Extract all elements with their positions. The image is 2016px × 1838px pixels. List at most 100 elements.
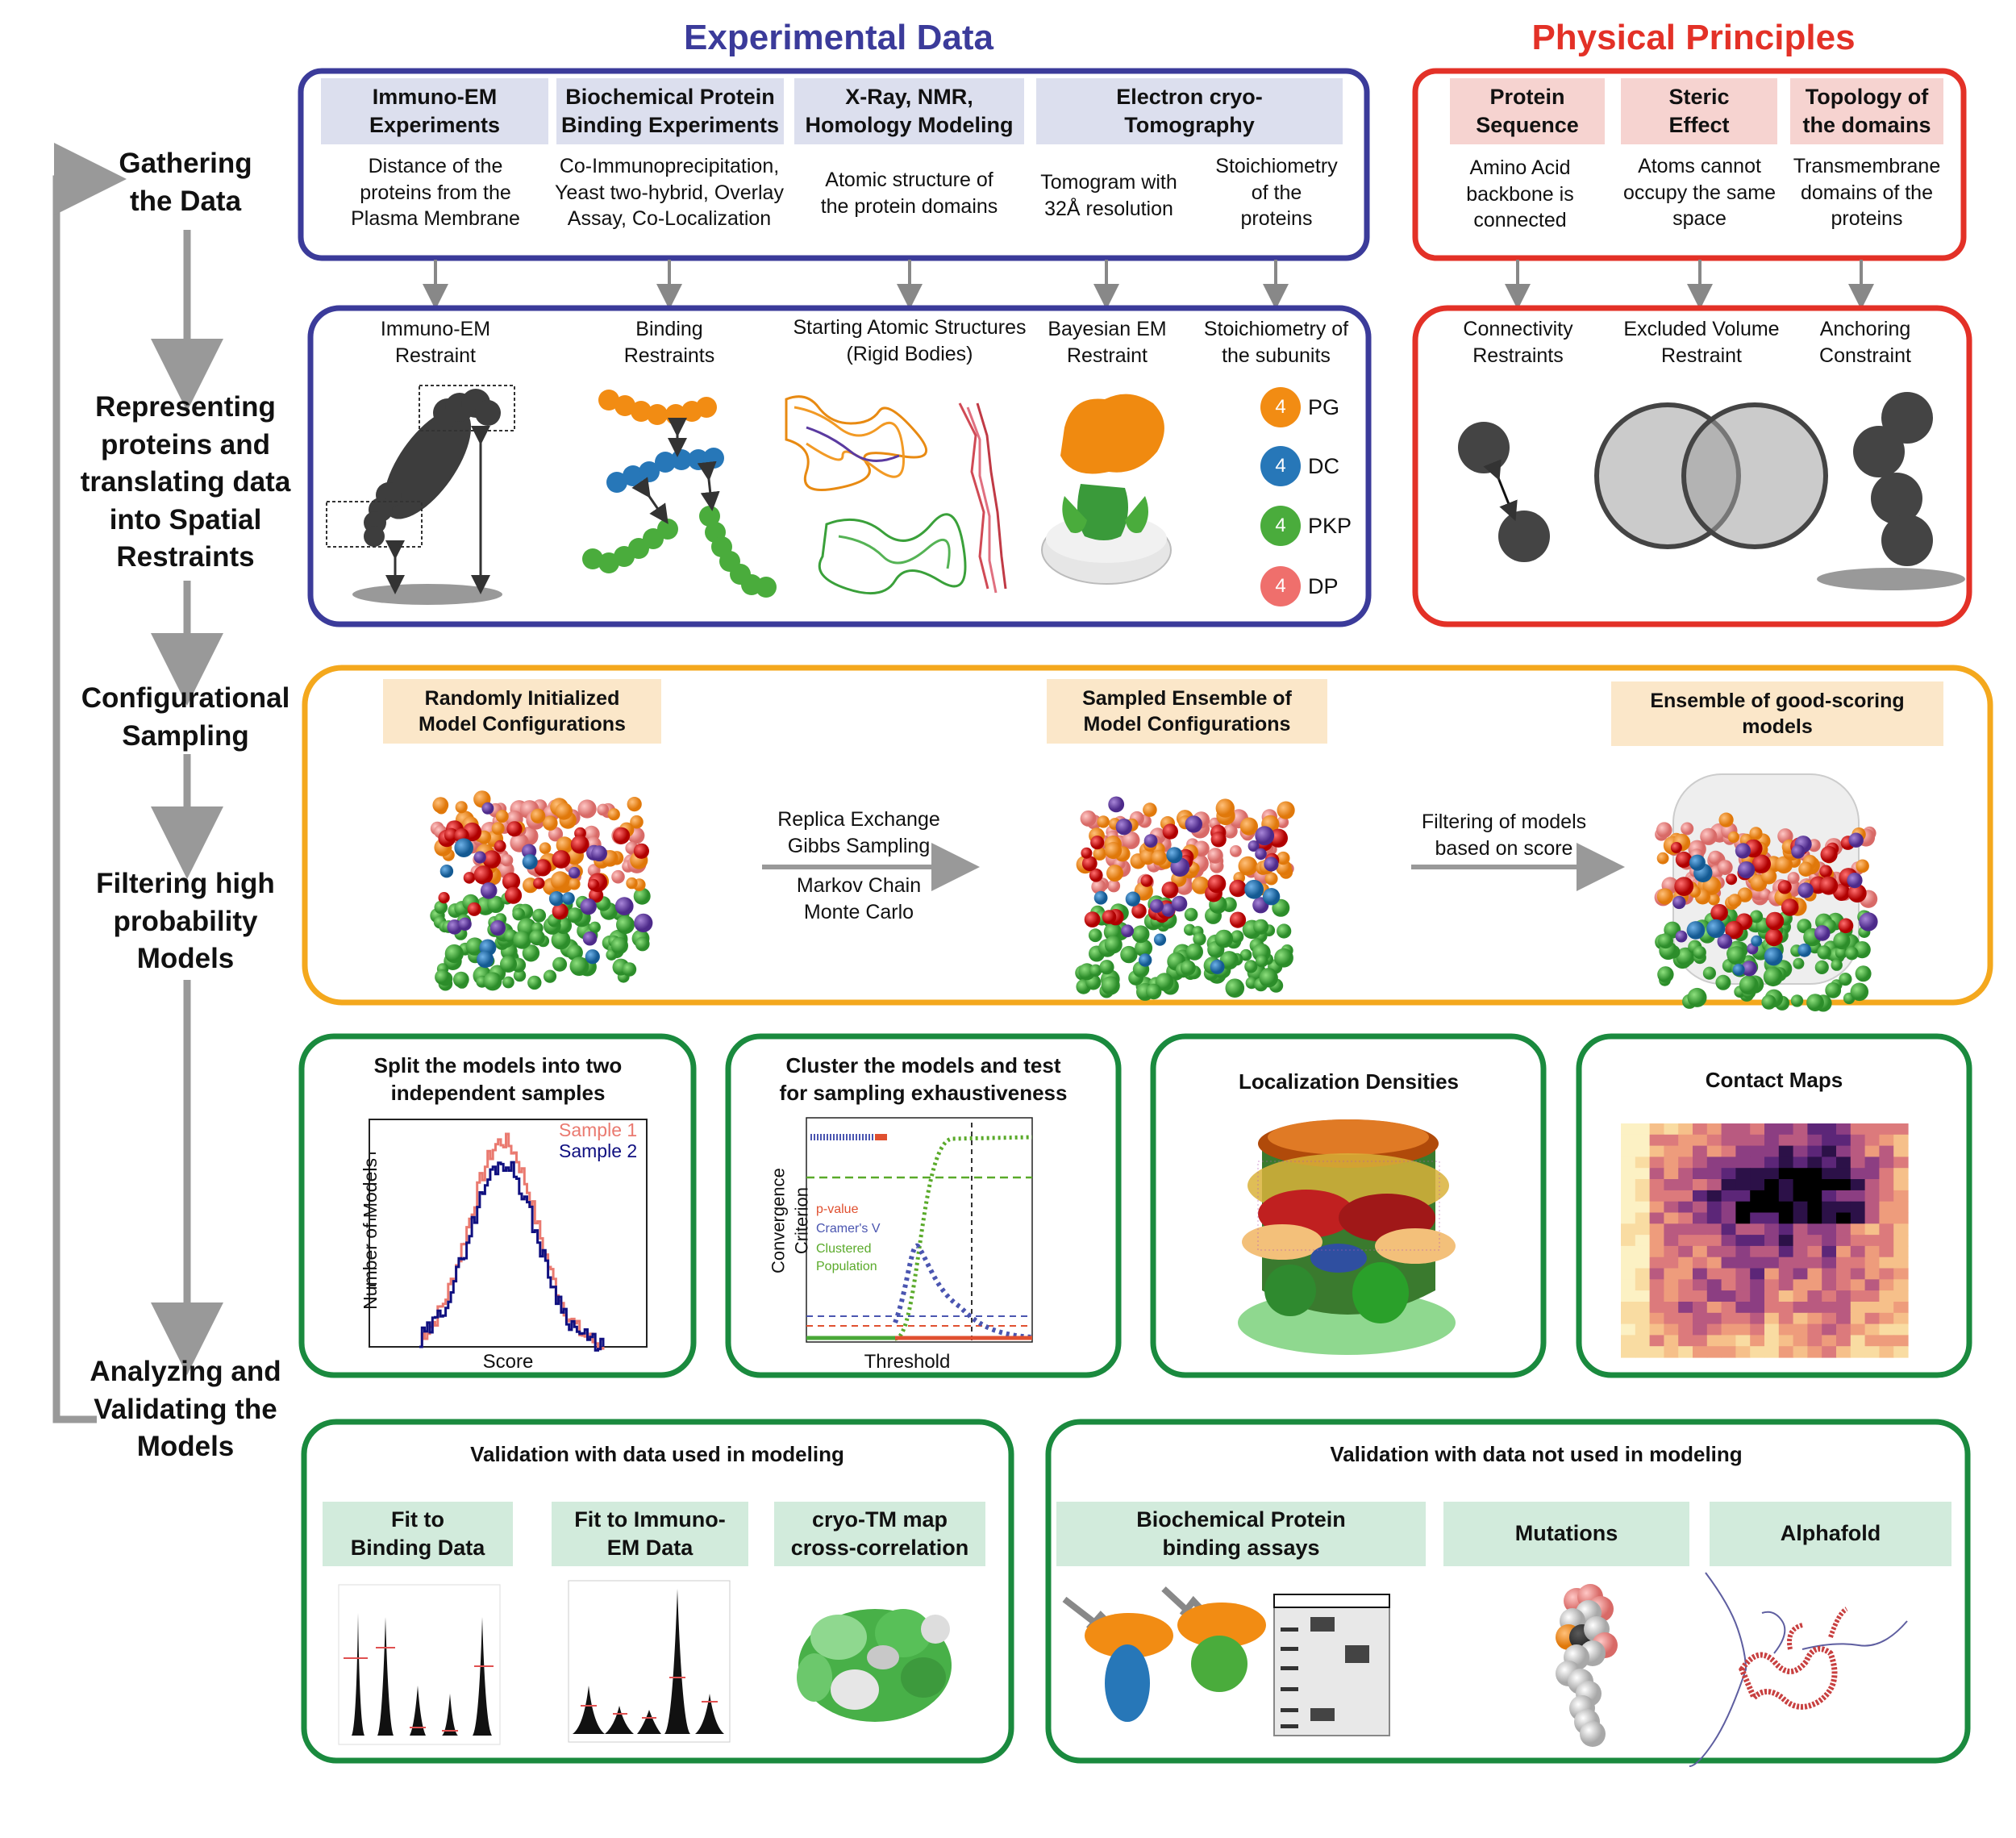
contact-map-cell xyxy=(1678,1223,1693,1236)
contact-map-cell xyxy=(1706,1312,1722,1325)
contact-map-cell xyxy=(1750,1157,1765,1169)
model-bead xyxy=(1793,957,1805,969)
model-bead xyxy=(622,962,637,977)
model-bead xyxy=(480,882,498,899)
contact-map-cell xyxy=(1649,1179,1664,1191)
contact-map-cell xyxy=(1836,1145,1851,1157)
contact-map-cell xyxy=(1836,1179,1851,1191)
model-bead xyxy=(1707,893,1720,906)
contact-map-cell xyxy=(1850,1145,1866,1157)
contact-map-cell xyxy=(1706,1302,1722,1314)
contact-map-cell xyxy=(1807,1179,1822,1191)
contact-map-cell xyxy=(1764,1335,1780,1347)
model-bead xyxy=(447,919,462,935)
contact-map-cell xyxy=(1721,1123,1736,1136)
contact-map-cell xyxy=(1836,1335,1851,1347)
label-rigid-bodies: Starting Atomic Structures (Rigid Bodies… xyxy=(793,316,1027,365)
model-bead xyxy=(439,865,454,878)
contact-map-cell xyxy=(1735,1312,1751,1325)
contact-map-cell xyxy=(1893,1157,1909,1169)
model-bead xyxy=(1752,854,1771,873)
contact-map-cell xyxy=(1621,1279,1636,1291)
contact-map-cell xyxy=(1879,1312,1894,1325)
model-bead xyxy=(613,827,631,844)
contact-map-cell xyxy=(1735,1157,1751,1169)
contact-map-cell xyxy=(1621,1123,1636,1136)
contact-map-cell xyxy=(1664,1201,1679,1214)
model-bead xyxy=(1656,852,1669,865)
contact-map-cell xyxy=(1893,1290,1909,1302)
model-bead xyxy=(1658,933,1673,949)
random-ensemble xyxy=(430,790,653,991)
model-bead xyxy=(1797,943,1812,957)
contact-map-cell xyxy=(1693,1201,1708,1214)
contact-map-cell xyxy=(1807,1245,1822,1258)
model-bead xyxy=(1670,842,1682,853)
contact-map-cell xyxy=(1706,1323,1722,1336)
model-bead xyxy=(1089,964,1102,977)
contact-map-cell xyxy=(1621,1312,1636,1325)
contact-map-cell xyxy=(1793,1279,1808,1291)
contact-map-cell xyxy=(1735,1201,1751,1214)
model-bead xyxy=(522,854,538,870)
contact-map-cell xyxy=(1850,1168,1866,1180)
contact-map-cell xyxy=(1879,1145,1894,1157)
model-bead xyxy=(1781,898,1799,916)
contact-map-cell xyxy=(1764,1201,1780,1214)
model-bead xyxy=(551,930,571,950)
contact-map-cell xyxy=(1893,1201,1909,1214)
contact-map-cell xyxy=(1822,1179,1837,1191)
model-bead xyxy=(1102,910,1117,924)
model-bead xyxy=(465,937,484,956)
contact-map-cell xyxy=(1778,1179,1794,1191)
desc-topology-domains: Transmembrane domains of the proteins xyxy=(1793,155,1941,230)
model-bead xyxy=(627,797,642,812)
contact-map-cell xyxy=(1635,1268,1651,1280)
model-bead xyxy=(1248,840,1260,852)
contact-map-cell xyxy=(1721,1179,1736,1191)
contact-map-cell xyxy=(1807,1134,1822,1147)
model-bead xyxy=(1097,815,1110,828)
model-bead xyxy=(580,898,597,915)
contact-map-cell xyxy=(1836,1157,1851,1169)
model-bead xyxy=(1215,798,1235,818)
contact-map-cell xyxy=(1793,1145,1808,1157)
model-bead xyxy=(1797,882,1814,898)
contact-map-cell xyxy=(1879,1290,1894,1302)
contact-map-cell xyxy=(1678,1323,1693,1336)
model-bead xyxy=(1277,851,1290,865)
model-bead xyxy=(444,827,459,843)
contact-map-cell xyxy=(1706,1235,1722,1247)
model-bead xyxy=(1277,923,1292,939)
contact-map-cell xyxy=(1649,1145,1664,1157)
contact-map-cell xyxy=(1635,1190,1651,1202)
model-bead xyxy=(444,944,464,964)
contact-map-cell xyxy=(1893,1223,1909,1236)
desc-stoichiometry: Stoichiometry of the proteins xyxy=(1215,155,1338,230)
contact-map-cell xyxy=(1807,1290,1822,1302)
model-bead xyxy=(1814,925,1831,941)
model-bead xyxy=(467,902,481,916)
contact-map-cell xyxy=(1793,1302,1808,1314)
contact-map-cell xyxy=(1706,1245,1722,1258)
contact-map-cell xyxy=(1822,1123,1837,1136)
contact-map-cell xyxy=(1778,1268,1794,1280)
contact-map-cell xyxy=(1750,1323,1765,1336)
contact-map-cell xyxy=(1706,1279,1722,1291)
contact-map-cell xyxy=(1836,1312,1851,1325)
model-bead xyxy=(458,917,472,932)
model-bead xyxy=(1155,973,1174,991)
model-bead xyxy=(569,957,589,976)
contact-map-cell xyxy=(1693,1323,1708,1336)
contact-map-cell xyxy=(1836,1223,1851,1236)
contact-map-cell xyxy=(1649,1312,1664,1325)
contact-map-cell xyxy=(1678,1279,1693,1291)
model-bead xyxy=(1580,1721,1606,1747)
desc-xray-nmr: Atomic structure of the protein domains xyxy=(820,169,998,218)
header-topology-domains: Topology of the domains xyxy=(1790,78,1943,144)
immuno-em-illustration xyxy=(326,385,515,605)
header-binding-assays: Biochemical Protein binding assays xyxy=(1056,1502,1426,1566)
contact-map-cell xyxy=(1678,1179,1693,1191)
contact-map-cell xyxy=(1764,1168,1780,1180)
contact-map-cell xyxy=(1778,1223,1794,1236)
